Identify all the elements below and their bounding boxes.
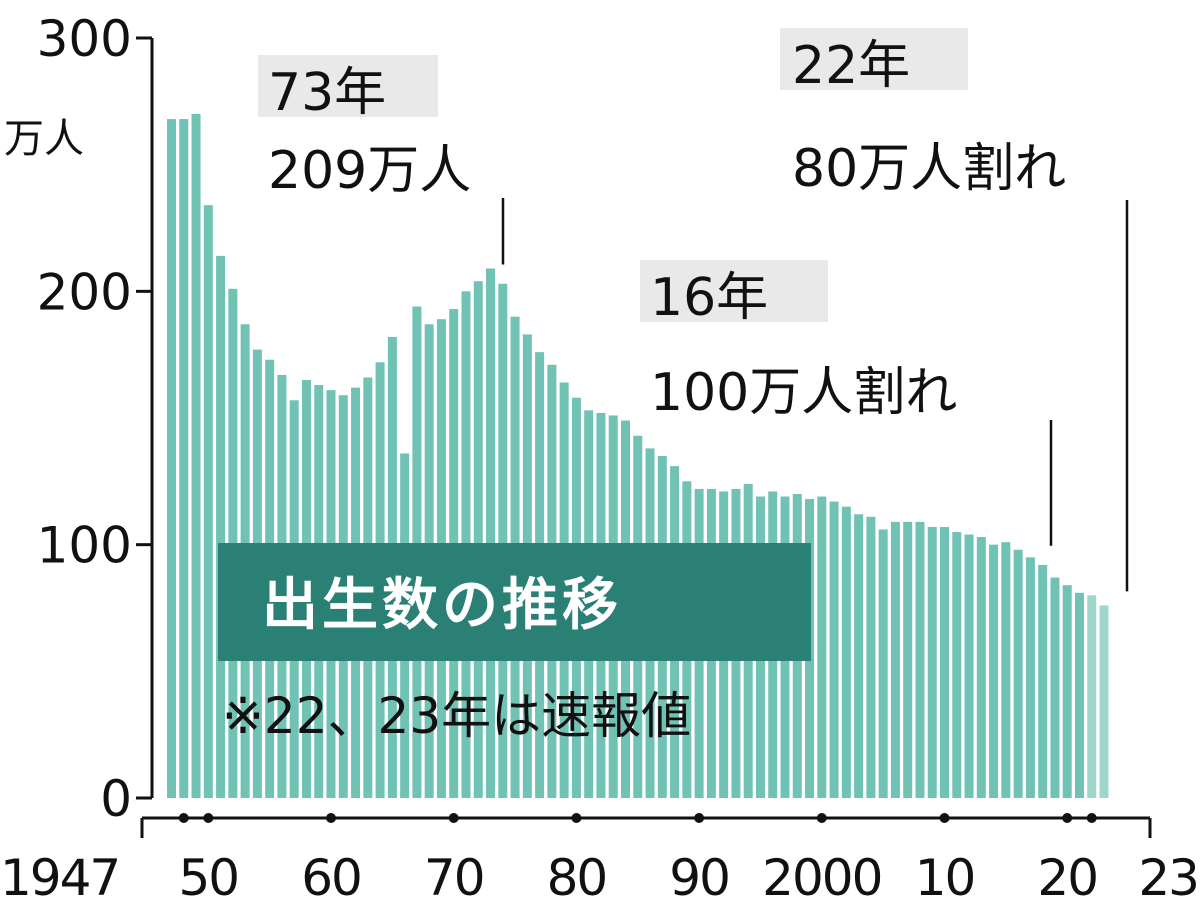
y-tick-label-200: 200 <box>37 263 132 321</box>
bar-1973 <box>486 268 496 798</box>
x-tick-dot-1950 <box>203 813 214 823</box>
x-tick-label-70: 70 <box>424 849 484 907</box>
annotation-year-label: 16年 <box>650 268 768 328</box>
bar-2005 <box>878 529 888 798</box>
y-tick-label-100: 100 <box>37 517 132 575</box>
x-tick-dot-1980 <box>571 813 582 823</box>
bar-2010 <box>940 526 950 798</box>
x-tick-dot-1948 <box>178 813 189 823</box>
x-tick-label-90: 90 <box>669 849 729 907</box>
x-tick-dot-1960 <box>326 813 337 823</box>
bar-2000 <box>817 496 827 798</box>
bar-2004 <box>866 516 876 798</box>
bar-1948 <box>179 119 189 798</box>
x-tick-label-80: 80 <box>547 849 607 907</box>
annotation-year-label: 73年 <box>268 63 386 123</box>
annotations: 73年 209万人 16年 100万人割れ 22年 80万人割れ <box>258 28 1129 592</box>
y-axis: 0 100 200 300 万人 <box>4 10 154 828</box>
annotation-2022: 22年 80万人割れ <box>780 28 1129 592</box>
bar-1974 <box>498 283 508 799</box>
x-tick-label-50: 50 <box>178 849 238 907</box>
x-axis: 1947 50 60 70 80 90 2000 10 20 23 <box>0 813 1200 907</box>
y-unit-label: 万人 <box>4 116 84 162</box>
annotation-year-background <box>640 260 828 322</box>
annotation-2016: 16年 100万人割れ <box>640 260 1053 546</box>
bar-1949 <box>191 114 201 798</box>
x-tick-label-60: 60 <box>301 849 361 907</box>
bar-2015 <box>1001 542 1011 798</box>
x-tick-dot-1970 <box>448 813 459 823</box>
bar-2012 <box>964 534 974 798</box>
chart-title: 出生数の推移 <box>262 573 622 638</box>
x-tick-dot-2020 <box>1062 813 1073 823</box>
x-tick-label-1947: 1947 <box>0 849 119 907</box>
bar-2017 <box>1025 557 1035 798</box>
y-tick-label-0: 0 <box>100 770 132 828</box>
bar-2006 <box>890 521 900 798</box>
annotation-text: 80万人割れ <box>792 139 1066 199</box>
annotation-text: 100万人割れ <box>650 363 957 423</box>
bar-2001 <box>829 501 839 798</box>
x-tick-dot-2022 <box>1086 813 1097 823</box>
x-tick-label-2000: 2000 <box>762 849 881 907</box>
bar-2014 <box>989 544 999 798</box>
bar-1951 <box>216 255 226 798</box>
annotation-1973: 73年 209万人 <box>258 55 505 265</box>
annotation-text: 209万人 <box>268 141 471 201</box>
x-tick-label-20: 20 <box>1037 849 1097 907</box>
x-tick-dot-2000 <box>816 813 827 823</box>
bar-1972 <box>473 281 483 798</box>
title-background <box>218 543 811 661</box>
annotation-year-background <box>780 28 968 90</box>
x-tick-dot-1990 <box>694 813 705 823</box>
title-box: 出生数の推移 <box>218 543 811 661</box>
bar-2022 <box>1087 595 1097 798</box>
x-tick-label-10: 10 <box>915 849 975 907</box>
bar-2011 <box>952 532 962 798</box>
x-tick-dot-2010 <box>939 813 950 823</box>
bar-1950 <box>203 205 213 798</box>
bar-2003 <box>854 514 864 798</box>
bar-2009 <box>927 526 937 798</box>
y-tick-label-300: 300 <box>37 10 132 68</box>
bar-2016 <box>1013 549 1023 798</box>
bar-2018 <box>1038 564 1048 798</box>
prelim-note: ※22、23年は速報値 <box>222 687 691 745</box>
annotation-year-label: 22年 <box>792 36 910 96</box>
bar-2007 <box>903 521 913 798</box>
bar-2021 <box>1074 592 1084 798</box>
bar-1947 <box>167 119 176 798</box>
bar-2023 <box>1099 605 1109 798</box>
bar-2020 <box>1062 585 1072 798</box>
x-tick-label-23: 23 <box>1138 849 1198 907</box>
annotation-year-background <box>258 55 438 117</box>
bar-2002 <box>841 506 851 798</box>
bar-2013 <box>976 537 986 798</box>
bar-2008 <box>915 521 925 798</box>
bar-2019 <box>1050 577 1060 798</box>
